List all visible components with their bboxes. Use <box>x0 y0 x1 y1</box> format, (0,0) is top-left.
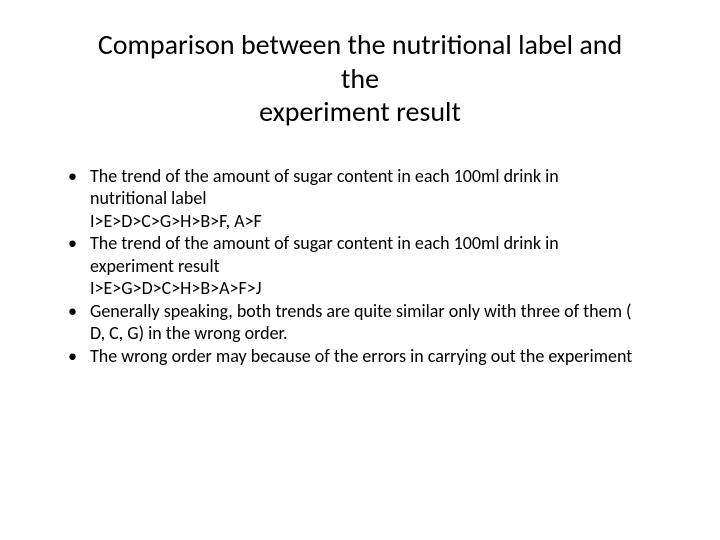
bullet-line: The trend of the amount of sugar content… <box>90 232 672 255</box>
slide-title: Comparison between the nutritional label… <box>80 28 640 129</box>
bullet-line: D, C, G) in the wrong order. <box>90 322 672 345</box>
bullet-item: The trend of the amount of sugar content… <box>68 232 672 300</box>
bullet-line: The wrong order may because of the error… <box>90 345 672 368</box>
bullet-line: experiment result <box>90 255 672 278</box>
bullet-line: The trend of the amount of sugar content… <box>90 165 672 188</box>
bullet-line: I>E>G>D>C>H>B>A>F>J <box>90 277 672 300</box>
title-line-2: experiment result <box>259 94 461 129</box>
bullet-list: The trend of the amount of sugar content… <box>40 165 680 368</box>
title-line-1: Comparison between the nutritional label… <box>98 27 622 96</box>
bullet-item: The wrong order may because of the error… <box>68 345 672 368</box>
bullet-item: The trend of the amount of sugar content… <box>68 165 672 233</box>
bullet-line: I>E>D>C>G>H>B>F, A>F <box>90 210 672 233</box>
slide: Comparison between the nutritional label… <box>0 0 720 540</box>
bullet-item: Generally speaking, both trends are quit… <box>68 300 672 345</box>
bullet-line: Generally speaking, both trends are quit… <box>90 300 672 323</box>
bullet-line: nutritional label <box>90 187 672 210</box>
